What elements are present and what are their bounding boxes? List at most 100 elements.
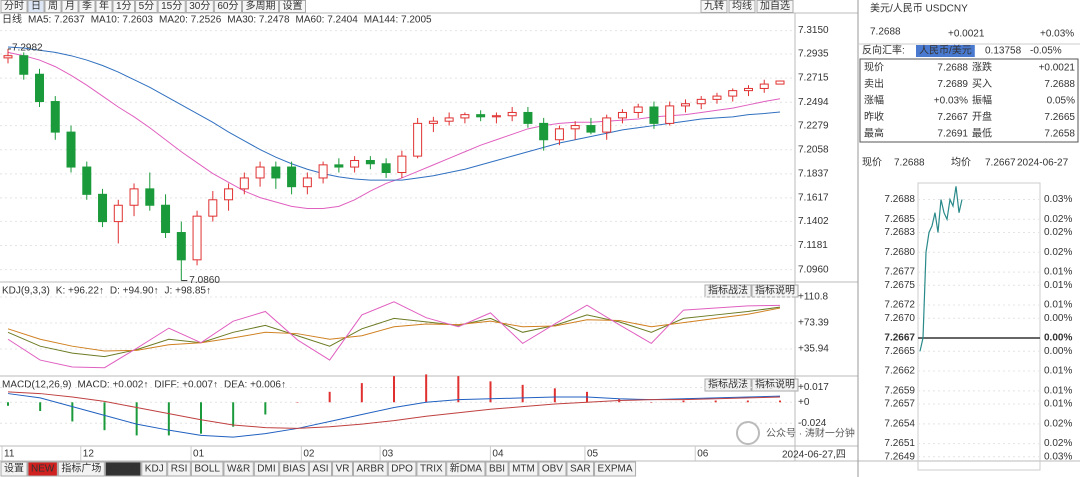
y-tick-label: 7.2667	[884, 333, 915, 344]
period-tab[interactable]: 30分	[189, 0, 210, 12]
panel-button[interactable]: 指标说明	[755, 378, 795, 391]
tab-box	[253, 461, 280, 477]
tab-box	[27, 461, 58, 477]
indicator-tab[interactable]: EXPMA	[598, 464, 633, 475]
candle-body	[397, 155, 407, 173]
candle-body	[680, 103, 690, 107]
quote-name: 美元/人民币 USDCNY	[870, 2, 968, 15]
period-tab[interactable]: 年	[99, 0, 109, 12]
indicator-tab[interactable]: 新DMA	[450, 462, 483, 475]
tab-box	[332, 461, 353, 477]
tool-button[interactable]: 均线	[732, 0, 752, 12]
intraday-header: 7.2688	[894, 158, 925, 169]
period-tab[interactable]: 周	[48, 0, 58, 12]
candle-body	[98, 193, 108, 223]
candle-body	[365, 159, 375, 165]
period-tab[interactable]: 日	[31, 1, 41, 12]
macd-bar	[296, 402, 299, 403]
reverse-pct: -0.05%	[1030, 46, 1062, 57]
x-tick-label: 11	[4, 449, 15, 460]
tab-box	[61, 0, 79, 13]
intraday-frame	[917, 182, 1041, 471]
tab-box	[213, 0, 242, 13]
indicator-tab[interactable]: KDJ	[145, 464, 164, 475]
reverse-pair[interactable]: 人民币/美元	[919, 44, 972, 57]
y-tick-label: 7.2675	[884, 280, 915, 291]
indicator-tab[interactable]: MACD	[108, 464, 137, 475]
candle-body	[633, 106, 643, 113]
tool-button[interactable]: 加自选	[760, 0, 790, 12]
indicator-tab[interactable]: MTM	[512, 464, 535, 475]
period-tab[interactable]: 月	[65, 0, 75, 12]
indicator-tab[interactable]: TRIX	[420, 464, 443, 475]
watermark-icon	[736, 421, 760, 445]
period-tab[interactable]: 设置	[283, 0, 303, 12]
tab-box	[44, 0, 62, 13]
tab-box	[566, 461, 595, 477]
indicator-tab[interactable]: 设置	[4, 463, 24, 475]
tab-box	[416, 461, 447, 477]
indicator-tab[interactable]: ASI	[312, 464, 328, 475]
macd-bar	[489, 381, 492, 403]
candle-body	[66, 131, 76, 168]
row-value: 7.2658	[1044, 129, 1075, 140]
indicator-tab[interactable]: VR	[336, 464, 350, 475]
button-box	[700, 0, 728, 13]
y-tick-label: 7.2685	[884, 214, 915, 225]
indicator-label: MACD: +0.002↑	[77, 380, 148, 391]
x-tick-label: 06	[697, 449, 709, 460]
period-tab[interactable]: 5分	[139, 0, 155, 12]
y-tick-label: 7.1617	[798, 193, 829, 204]
candle-body	[224, 188, 234, 201]
period-tab[interactable]: 多周期	[246, 0, 276, 12]
candle-body	[712, 95, 722, 100]
panel-button[interactable]: 指标说明	[755, 284, 795, 297]
indicator-tab[interactable]: BOLL	[194, 464, 220, 475]
panel-button[interactable]: 指标战法	[708, 378, 748, 391]
y-tick-label: 7.2651	[884, 438, 915, 449]
period-tab[interactable]: 15分	[161, 0, 182, 12]
indicator-tab[interactable]: NEW	[31, 464, 55, 475]
indicator-tab[interactable]: BIAS	[283, 464, 306, 475]
period-tab[interactable]: 分时	[4, 0, 24, 12]
candle-body	[208, 199, 218, 217]
macd-bar	[200, 402, 202, 434]
indicator-label: MA30: 7.2478	[227, 15, 290, 26]
period-tab[interactable]: 1分	[116, 0, 132, 12]
tab-box	[594, 461, 637, 477]
candle-body	[743, 87, 753, 92]
indicator-tab[interactable]: W&R	[227, 464, 250, 475]
indicator-tab[interactable]: RSI	[171, 464, 188, 475]
tab-box	[446, 461, 486, 477]
candle-body	[82, 166, 92, 195]
y-tick-label: -0.024	[798, 418, 827, 429]
tab-box	[242, 0, 279, 13]
period-tab[interactable]: 60分	[217, 0, 238, 12]
panel-button[interactable]: 指标战法	[708, 284, 748, 297]
row-value: 7.2691	[937, 129, 968, 140]
macd-bar	[328, 391, 331, 403]
period-tab[interactable]: 季	[82, 0, 92, 12]
y-tick-label: 7.2058	[798, 144, 829, 155]
row-label: 昨收	[864, 110, 884, 123]
indicator-tab[interactable]: OBV	[542, 464, 563, 475]
intraday-header: 7.2667	[985, 158, 1016, 169]
candle-body	[649, 106, 659, 124]
pct-label: 0.01%	[1044, 366, 1072, 377]
tab-box	[95, 0, 113, 13]
indicator-tab[interactable]: ARBR	[356, 464, 384, 475]
tab-box	[185, 0, 214, 13]
tab-box	[538, 461, 567, 477]
tool-button[interactable]: 九转	[704, 0, 724, 12]
indicator-tab[interactable]: BBI	[489, 464, 505, 475]
candle-body	[413, 122, 423, 157]
indicator-tab[interactable]: DMI	[257, 464, 275, 475]
tab-box	[485, 461, 509, 477]
indicator-tab[interactable]: SAR	[570, 464, 591, 475]
indicator-tab[interactable]: 指标广场	[61, 462, 101, 475]
row-value: 7.2688	[1044, 79, 1075, 90]
row-value: 0.05%	[1047, 96, 1075, 107]
pct-label: 0.01%	[1044, 385, 1072, 396]
indicator-tab[interactable]: DPO	[391, 464, 413, 475]
